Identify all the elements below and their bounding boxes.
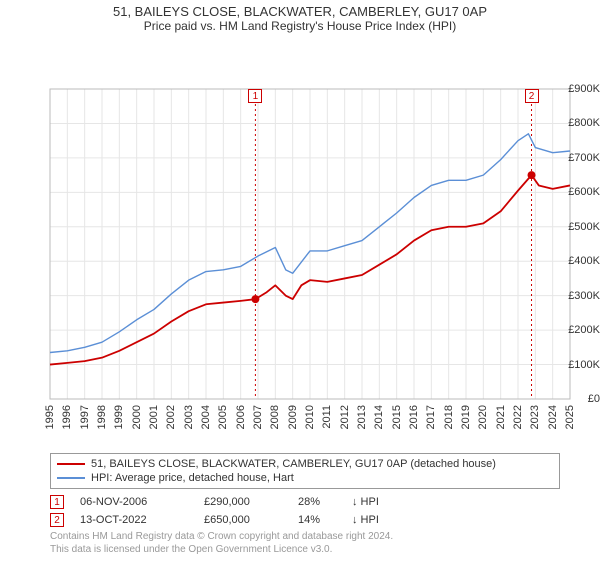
x-axis-label: 2003: [183, 405, 195, 429]
event-pct: 28%: [298, 496, 348, 508]
event-date: 06-NOV-2006: [80, 496, 200, 508]
y-axis-label: £500K: [556, 221, 600, 233]
x-axis-label: 2018: [443, 405, 455, 429]
y-axis-label: £400K: [556, 255, 600, 267]
x-axis-label: 2022: [512, 405, 524, 429]
chart-subtitle: Price paid vs. HM Land Registry's House …: [0, 19, 600, 33]
y-axis-label: £700K: [556, 152, 600, 164]
legend-label: 51, BAILEYS CLOSE, BLACKWATER, CAMBERLEY…: [91, 458, 496, 470]
x-axis-label: 1999: [113, 405, 125, 429]
event-price: £650,000: [204, 514, 294, 526]
event-list: 1 06-NOV-2006 £290,000 28% ↓ HPI 2 13-OCT-2022…: [50, 495, 560, 527]
x-axis-label: 2011: [321, 405, 333, 429]
chart-title: 51, BAILEYS CLOSE, BLACKWATER, CAMBERLEY…: [0, 4, 600, 19]
event-date: 13-OCT-2022: [80, 514, 200, 526]
x-axis-label: 2004: [200, 405, 212, 429]
footnote-line-1: Contains HM Land Registry data © Crown c…: [50, 531, 560, 544]
y-axis-label: £600K: [556, 186, 600, 198]
event-change: ↓ HPI: [352, 496, 379, 508]
event-pct: 14%: [298, 514, 348, 526]
legend-swatch: [57, 477, 85, 479]
y-axis-label: £200K: [556, 324, 600, 336]
footnote: Contains HM Land Registry data © Crown c…: [50, 531, 560, 556]
x-axis-label: 2006: [235, 405, 247, 429]
y-axis-label: £0: [556, 393, 600, 405]
legend-row: HPI: Average price, detached house, Hart: [57, 472, 553, 484]
marker-dot: [528, 171, 536, 179]
x-axis-label: 2016: [408, 405, 420, 429]
marker-dot: [251, 295, 259, 303]
y-axis-label: £800K: [556, 117, 600, 129]
event-marker-box: 1: [50, 495, 64, 509]
x-axis-label: 2008: [269, 405, 281, 429]
x-axis-label: 2000: [131, 405, 143, 429]
x-axis-label: 2015: [391, 405, 403, 429]
x-axis-label: 2005: [217, 405, 229, 429]
x-axis-label: 2010: [304, 405, 316, 429]
x-axis-label: 1997: [79, 405, 91, 429]
event-change: ↓ HPI: [352, 514, 379, 526]
y-axis-label: £900K: [556, 83, 600, 95]
legend-row: 51, BAILEYS CLOSE, BLACKWATER, CAMBERLEY…: [57, 458, 553, 470]
y-axis-label: £100K: [556, 359, 600, 371]
legend-label: HPI: Average price, detached house, Hart: [91, 472, 294, 484]
legend: 51, BAILEYS CLOSE, BLACKWATER, CAMBERLEY…: [50, 453, 560, 489]
x-axis-label: 2012: [339, 405, 351, 429]
x-axis-label: 1995: [44, 405, 56, 429]
x-axis-label: 2025: [564, 405, 576, 429]
event-row: 1 06-NOV-2006 £290,000 28% ↓ HPI: [50, 495, 560, 509]
x-axis-label: 2024: [547, 405, 559, 429]
x-axis-label: 2009: [287, 405, 299, 429]
marker-box: 2: [525, 89, 539, 103]
x-axis-label: 2014: [373, 405, 385, 429]
x-axis-label: 2019: [460, 405, 472, 429]
x-axis-label: 2002: [165, 405, 177, 429]
event-price: £290,000: [204, 496, 294, 508]
x-axis-label: 1998: [96, 405, 108, 429]
footnote-line-2: This data is licensed under the Open Gov…: [50, 544, 560, 557]
marker-box: 1: [248, 89, 262, 103]
x-axis-label: 2021: [495, 405, 507, 429]
x-axis-label: 1996: [61, 405, 73, 429]
y-axis-label: £300K: [556, 290, 600, 302]
x-axis-label: 2023: [529, 405, 541, 429]
chart-area: 1 2 £0 £100K £200K £300K £400K £500K £600K £700K £…: [0, 39, 600, 449]
chart-svg: [0, 39, 600, 401]
x-axis-label: 2013: [356, 405, 368, 429]
x-axis-label: 2017: [425, 405, 437, 429]
event-marker-box: 2: [50, 513, 64, 527]
x-axis-label: 2007: [252, 405, 264, 429]
legend-swatch: [57, 463, 85, 465]
x-axis-label: 2001: [148, 405, 160, 429]
event-row: 2 13-OCT-2022 £650,000 14% ↓ HPI: [50, 513, 560, 527]
x-axis-label: 2020: [477, 405, 489, 429]
